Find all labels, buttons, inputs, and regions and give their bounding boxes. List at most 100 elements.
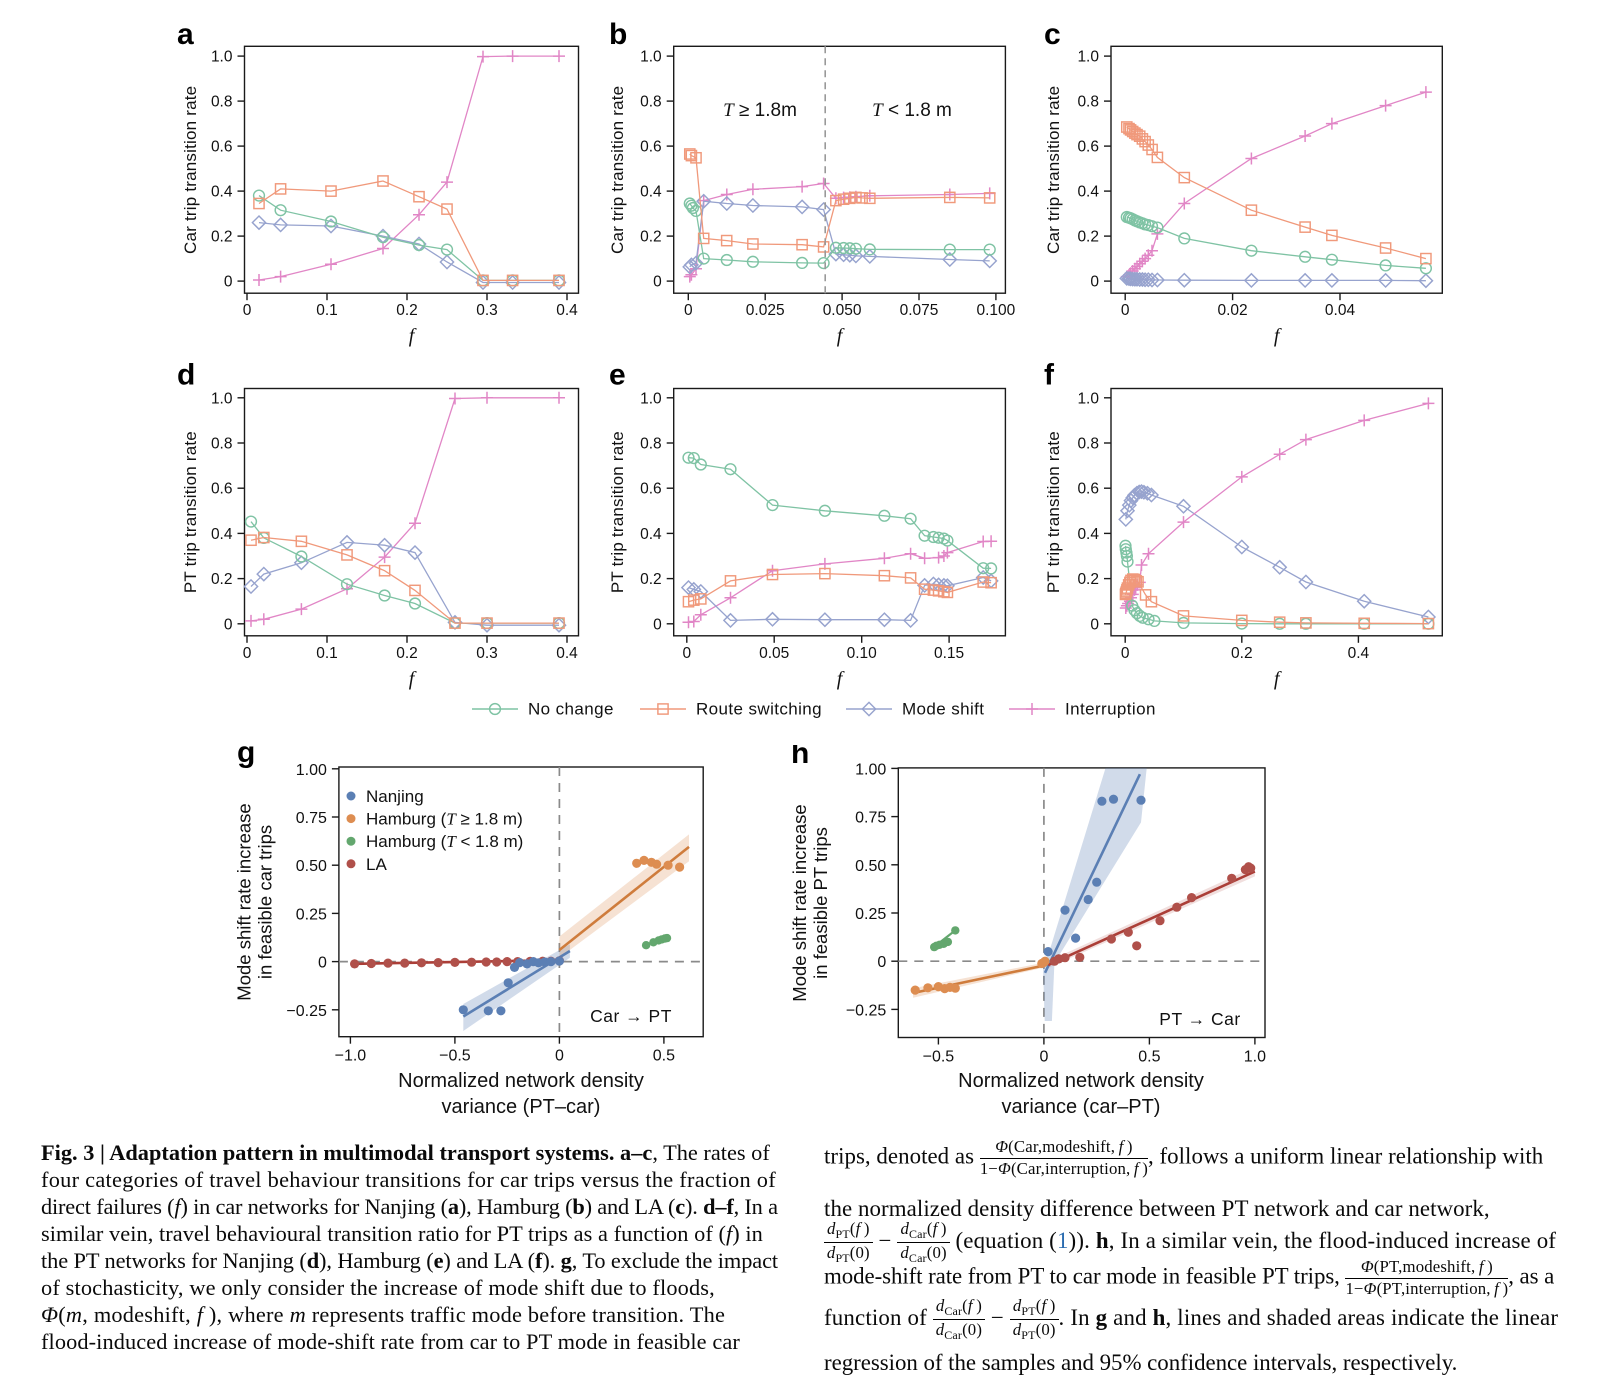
- svg-text:0.05: 0.05: [759, 645, 789, 662]
- svg-text:in feasible car trips: in feasible car trips: [255, 825, 276, 979]
- svg-text:0.50: 0.50: [296, 858, 327, 875]
- svg-text:PT → Car: PT → Car: [1159, 1009, 1240, 1029]
- svg-text:0.3: 0.3: [476, 645, 498, 662]
- svg-text:0: 0: [653, 616, 662, 633]
- svg-text:0.25: 0.25: [296, 906, 327, 923]
- svg-text:g: g: [237, 745, 255, 769]
- svg-text:0.5: 0.5: [653, 1048, 675, 1065]
- svg-text:Car trip transition rate: Car trip transition rate: [1044, 86, 1063, 254]
- svg-text:Car → PT: Car → PT: [590, 1006, 672, 1026]
- svg-text:Car trip transition rate: Car trip transition rate: [181, 86, 200, 254]
- svg-text:0.075: 0.075: [900, 302, 939, 319]
- svg-text:0.4: 0.4: [556, 645, 578, 662]
- svg-text:0: 0: [682, 645, 691, 662]
- svg-text:0.2: 0.2: [640, 571, 662, 588]
- svg-text:f: f: [1274, 668, 1282, 690]
- svg-text:0.025: 0.025: [746, 302, 785, 319]
- svg-text:0.6: 0.6: [211, 139, 233, 156]
- svg-text:1.0: 1.0: [1077, 390, 1099, 407]
- svg-text:c: c: [1044, 18, 1061, 51]
- svg-text:0.15: 0.15: [934, 645, 964, 662]
- svg-text:f: f: [837, 325, 845, 347]
- svg-text:1.0: 1.0: [211, 49, 233, 66]
- svg-text:Normalized network density: Normalized network density: [958, 1070, 1204, 1092]
- svg-text:0.6: 0.6: [640, 481, 662, 498]
- svg-text:1.0: 1.0: [1077, 49, 1099, 66]
- svg-text:f: f: [1044, 359, 1055, 392]
- svg-text:Nanjing: Nanjing: [366, 787, 424, 806]
- svg-text:0.3: 0.3: [476, 302, 498, 319]
- svg-text:Route switching: Route switching: [696, 700, 822, 719]
- svg-text:0: 0: [1090, 616, 1099, 633]
- svg-text:−0.25: −0.25: [286, 1003, 327, 1020]
- svg-text:No change: No change: [528, 700, 614, 719]
- svg-text:0.4: 0.4: [640, 526, 662, 543]
- svg-text:a: a: [177, 18, 194, 51]
- svg-text:f: f: [837, 668, 845, 690]
- svg-text:0.6: 0.6: [1077, 481, 1099, 498]
- svg-text:0.8: 0.8: [1077, 436, 1099, 453]
- svg-text:0: 0: [318, 955, 327, 972]
- svg-text:0.8: 0.8: [640, 94, 662, 111]
- svg-text:−1.0: −1.0: [335, 1048, 367, 1065]
- svg-text:−0.5: −0.5: [923, 1049, 955, 1066]
- svg-text:0.050: 0.050: [823, 302, 862, 319]
- svg-text:0.2: 0.2: [211, 571, 233, 588]
- svg-text:0: 0: [1121, 302, 1130, 319]
- svg-text:Mode shift rate increase: Mode shift rate increase: [234, 803, 255, 1000]
- svg-text:0.1: 0.1: [316, 302, 338, 319]
- svg-text:1.00: 1.00: [296, 762, 327, 779]
- svg-text:e: e: [609, 359, 626, 392]
- svg-text:1.0: 1.0: [640, 390, 662, 407]
- svg-text:d: d: [177, 359, 195, 392]
- svg-text:0: 0: [653, 274, 662, 291]
- svg-text:f: f: [1274, 325, 1282, 347]
- svg-text:Normalized network density: Normalized network density: [398, 1070, 644, 1092]
- svg-text:0.8: 0.8: [1077, 94, 1099, 111]
- svg-text:0.4: 0.4: [211, 184, 233, 201]
- svg-text:Hamburg (T ≥ 1.8 m): Hamburg (T ≥ 1.8 m): [366, 810, 523, 829]
- svg-text:f: f: [409, 325, 417, 347]
- svg-text:0.6: 0.6: [211, 481, 233, 498]
- svg-text:0.8: 0.8: [211, 94, 233, 111]
- svg-text:Mode shift: Mode shift: [902, 700, 984, 719]
- svg-text:h: h: [791, 745, 809, 770]
- svg-text:Hamburg (T < 1.8 m): Hamburg (T < 1.8 m): [366, 832, 523, 851]
- svg-text:0.4: 0.4: [211, 526, 233, 543]
- svg-text:variance (car–PT): variance (car–PT): [1002, 1096, 1161, 1118]
- svg-text:0.100: 0.100: [977, 302, 1016, 319]
- svg-text:0: 0: [224, 274, 233, 291]
- svg-text:f: f: [409, 668, 417, 690]
- svg-text:0.75: 0.75: [296, 810, 327, 827]
- svg-text:0.4: 0.4: [1077, 184, 1099, 201]
- svg-text:0: 0: [243, 302, 252, 319]
- svg-text:0: 0: [555, 1048, 564, 1065]
- svg-text:0: 0: [877, 954, 886, 971]
- svg-text:0: 0: [1121, 645, 1130, 662]
- svg-text:0.6: 0.6: [640, 139, 662, 156]
- svg-text:0.2: 0.2: [640, 229, 662, 246]
- svg-text:1.0: 1.0: [1244, 1049, 1266, 1066]
- svg-text:0.2: 0.2: [1077, 229, 1099, 246]
- svg-text:T < 1.8 m: T < 1.8 m: [872, 100, 952, 121]
- svg-text:0.02: 0.02: [1218, 302, 1248, 319]
- svg-text:0: 0: [243, 645, 252, 662]
- svg-text:in feasible PT trips: in feasible PT trips: [810, 827, 831, 979]
- svg-text:0.50: 0.50: [855, 858, 886, 875]
- svg-text:0: 0: [684, 302, 693, 319]
- svg-text:−0.5: −0.5: [439, 1048, 471, 1065]
- svg-text:0.04: 0.04: [1325, 302, 1356, 319]
- svg-text:0.2: 0.2: [396, 645, 418, 662]
- svg-text:0.4: 0.4: [556, 302, 578, 319]
- svg-text:1.0: 1.0: [211, 390, 233, 407]
- svg-text:0.4: 0.4: [1348, 645, 1370, 662]
- svg-text:0.2: 0.2: [1231, 645, 1253, 662]
- svg-text:−0.25: −0.25: [846, 1002, 887, 1019]
- svg-text:Interruption: Interruption: [1065, 700, 1156, 719]
- svg-text:0.2: 0.2: [211, 229, 233, 246]
- svg-text:0.8: 0.8: [640, 436, 662, 453]
- svg-text:0: 0: [1039, 1049, 1048, 1066]
- svg-text:0.75: 0.75: [855, 810, 886, 827]
- svg-text:0.10: 0.10: [847, 645, 878, 662]
- svg-text:b: b: [609, 18, 627, 51]
